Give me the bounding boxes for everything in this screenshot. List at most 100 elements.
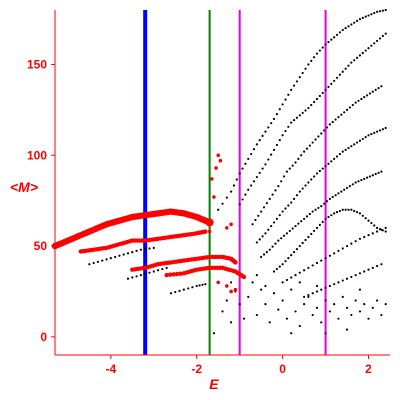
black-point [261, 134, 264, 137]
black-point [303, 303, 306, 306]
black-point [333, 212, 336, 215]
black-point [341, 247, 344, 250]
black-point [238, 172, 241, 175]
black-point [371, 90, 374, 93]
black-point [327, 162, 330, 165]
black-point [290, 88, 293, 91]
black-point [126, 277, 130, 280]
black-point [325, 200, 329, 203]
black-point [201, 283, 204, 286]
black-point [294, 224, 297, 228]
black-point [348, 185, 352, 188]
black-point [285, 278, 289, 282]
black-point [361, 51, 364, 55]
black-point [272, 117, 276, 121]
black-point [255, 313, 258, 317]
black-point [351, 103, 354, 107]
red-point [233, 287, 238, 292]
black-point [314, 208, 317, 211]
black-point [156, 269, 160, 272]
black-point [303, 269, 306, 272]
black-point [268, 248, 271, 251]
black-point [318, 169, 321, 173]
black-point [367, 268, 370, 271]
black-point [313, 100, 316, 104]
black-point [268, 321, 271, 324]
black-point [144, 247, 147, 251]
black-point [284, 129, 287, 133]
black-point [169, 292, 173, 295]
black-point [274, 242, 277, 245]
black-point [271, 245, 274, 248]
black-point [272, 270, 276, 273]
black-point [351, 183, 354, 186]
black-point [324, 257, 327, 260]
black-point [315, 226, 319, 229]
black-point [225, 299, 228, 302]
black-point [327, 85, 330, 88]
black-point [304, 67, 307, 70]
black-point [118, 254, 121, 257]
black-point [109, 257, 112, 260]
red-point [205, 218, 214, 227]
y-tick-label: 100 [27, 148, 47, 162]
black-point [317, 135, 320, 138]
black-point [348, 106, 352, 109]
black-point [321, 220, 324, 223]
black-point [272, 292, 276, 295]
black-point [380, 263, 383, 266]
black-point [328, 197, 331, 200]
red-point [218, 158, 223, 163]
black-point [270, 153, 273, 156]
black-point [278, 108, 281, 111]
black-point [343, 188, 346, 191]
black-point [374, 172, 377, 176]
black-point [321, 167, 324, 170]
black-point [281, 263, 284, 266]
black-point [304, 109, 307, 112]
black-point [267, 158, 270, 161]
black-point [161, 267, 164, 271]
black-point [318, 49, 321, 52]
black-point [260, 255, 263, 259]
black-point [204, 283, 207, 286]
black-point [320, 132, 323, 135]
black-point [295, 247, 299, 251]
black-point [135, 249, 138, 252]
black-point [384, 8, 387, 12]
black-point [324, 43, 327, 46]
black-point [255, 241, 258, 244]
black-point [355, 211, 359, 214]
black-point [294, 310, 297, 313]
black-point [165, 266, 168, 269]
black-point [370, 44, 373, 47]
black-point [365, 94, 369, 97]
black-point [307, 63, 310, 66]
black-point [275, 113, 279, 116]
black-point [261, 235, 264, 238]
black-point [380, 85, 383, 88]
black-point [344, 208, 347, 211]
black-point [324, 217, 327, 220]
black-point [301, 111, 304, 114]
black-point [341, 208, 344, 211]
black-point [360, 97, 363, 101]
black-point [361, 137, 364, 141]
black-point [347, 64, 350, 67]
black-point [327, 215, 330, 219]
black-point [311, 292, 314, 295]
black-point [278, 139, 281, 142]
black-point [325, 126, 329, 129]
black-point [315, 284, 319, 288]
black-point [321, 91, 324, 95]
black-point [244, 193, 247, 196]
black-point [324, 88, 327, 91]
black-point [221, 310, 224, 313]
black-point [264, 284, 267, 288]
black-point [345, 328, 349, 331]
black-point [340, 190, 343, 193]
black-point [331, 195, 334, 199]
black-point [275, 267, 279, 271]
black-point [358, 212, 362, 215]
black-point [338, 73, 341, 76]
